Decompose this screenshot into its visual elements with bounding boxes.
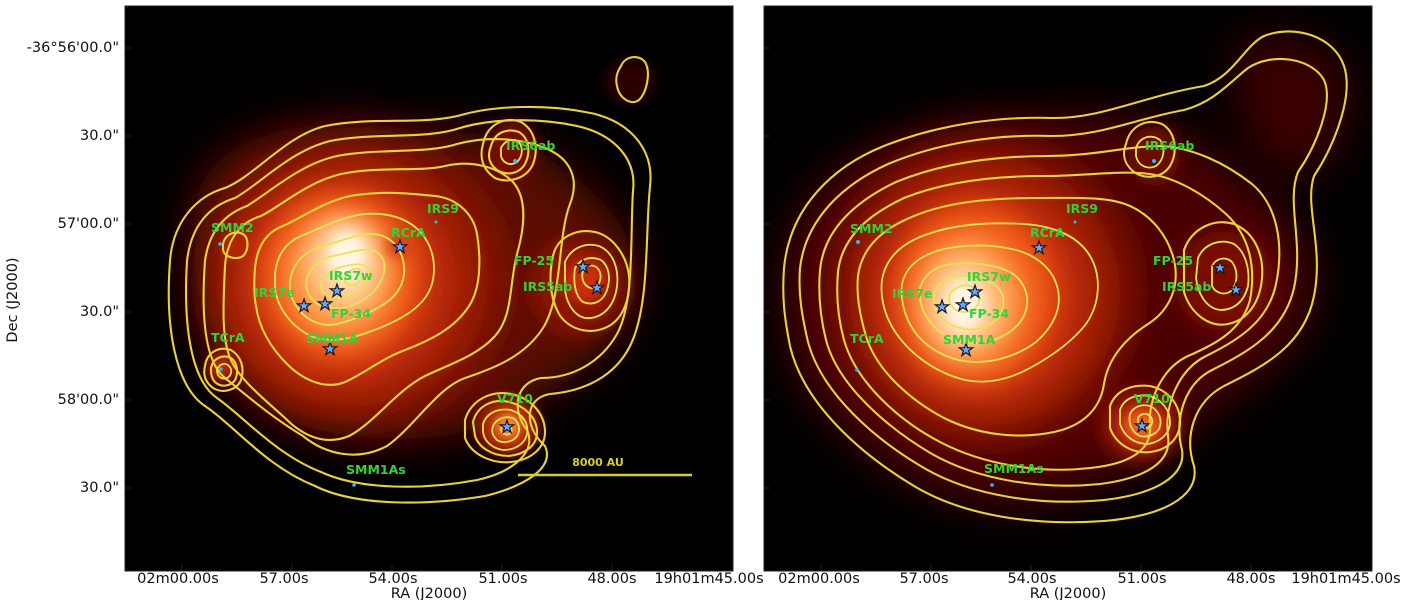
source-labels: SMM2 RCrA IRS9 IRS6ab FP-25 IRS5ab IRS7w… [850, 138, 1211, 476]
y-tick-label: -36°56'00.0" [27, 40, 119, 56]
source-label-rcra: RCrA [1030, 225, 1065, 240]
y-tick-labels: -36°56'00.0" 30.0" 57'00.0" 30.0" 58'00.… [27, 40, 119, 496]
source-star-rcra [391, 238, 409, 255]
source-label-fp25: FP-25 [514, 253, 554, 268]
y-tick-label: 57'00.0" [58, 216, 119, 232]
source-dot-irs6ab [1152, 159, 1156, 163]
source-dot-smm1as [990, 483, 994, 487]
source-star-irs5ab [588, 279, 606, 296]
x-tick-labels-right: 02m00.00s 57.00s 54.00s 51.00s 48.00s 19… [778, 571, 1400, 587]
source-star-v710 [1133, 417, 1151, 434]
source-dot-irs9 [434, 220, 438, 224]
x-tick-label: 48.00s [587, 571, 636, 587]
source-markers [218, 159, 606, 487]
contour-lines [167, 56, 652, 504]
x-tick-label: 57.00s [259, 571, 308, 587]
source-star-irs7e [933, 298, 951, 315]
source-star-fp34 [316, 295, 334, 312]
right-axis-ticks [764, 47, 1252, 571]
source-label-irs7w: IRS7w [967, 269, 1011, 284]
source-star-irs7w [966, 283, 984, 300]
x-tick-label: 19h01m45.00s [654, 571, 763, 587]
source-label-fp34: FP-34 [331, 306, 371, 321]
left-panel: 8000 AU SMM2 RCrA [124, 5, 734, 572]
source-dot-irs6ab [513, 159, 517, 163]
y-tick-label: 30.0" [80, 304, 119, 320]
source-label-smm1as: SMM1As [346, 462, 406, 477]
source-label-irs7e: IRS7e [892, 286, 932, 301]
y-tick-label: 30.0" [80, 480, 119, 496]
source-label-tcra: TCrA [850, 331, 884, 346]
source-label-rcra: RCrA [391, 225, 426, 240]
source-label-fp34: FP-34 [969, 306, 1009, 321]
source-label-tcra: TCrA [211, 330, 245, 345]
source-star-fp25 [1211, 259, 1229, 276]
source-dot-irs9 [1073, 220, 1077, 224]
x-tick-label: 02m00.00s [137, 571, 219, 587]
source-label-smm2: SMM2 [850, 221, 893, 236]
emission-map [193, 59, 656, 456]
source-star-smm1a [957, 341, 975, 358]
source-label-v710: V710 [497, 391, 533, 406]
source-label-irs5ab: IRS5ab [523, 279, 572, 294]
source-star-smm1a [321, 340, 339, 357]
source-label-irs7e: IRS7e [254, 285, 294, 300]
source-markers [855, 159, 1245, 487]
scale-bar: 8000 AU [518, 456, 692, 477]
source-label-v710: V710 [1134, 391, 1170, 406]
source-dot-smm2 [856, 240, 860, 244]
source-star-irs7w [328, 282, 346, 299]
source-label-irs5ab: IRS5ab [1162, 279, 1211, 294]
x-axis-title-right: RA (J2000) [1030, 586, 1107, 600]
y-axis-title: Dec (J2000) [5, 257, 21, 342]
y-tick-label: 30.0" [80, 128, 119, 144]
source-label-irs6ab: IRS6ab [506, 138, 555, 153]
scale-bar-label: 8000 AU [572, 456, 624, 469]
source-label-smm1as: SMM1As [984, 461, 1044, 476]
x-tick-label: 02m00.00s [778, 571, 860, 587]
source-dot-smm1as [352, 483, 356, 487]
source-star-v710 [498, 418, 516, 435]
right-panel: SMM2 RCrA IRS9 IRS6ab FP-25 IRS5ab IRS7w… [763, 5, 1373, 572]
source-label-irs9: IRS9 [1066, 201, 1098, 216]
source-star-rcra [1030, 239, 1048, 256]
x-axis-title-left: RA (J2000) [391, 586, 468, 600]
x-tick-labels-left: 02m00.00s 57.00s 54.00s 51.00s 48.00s 19… [137, 571, 763, 587]
source-star-irs5ab [1227, 281, 1245, 298]
source-dot-smm2 [218, 242, 222, 246]
source-star-irs7e [295, 297, 313, 314]
source-label-smm1a: SMM1A [306, 331, 359, 346]
source-label-fp25: FP-25 [1153, 253, 1193, 268]
x-tick-label: 51.00s [1117, 571, 1166, 587]
contour-lines [782, 30, 1348, 524]
source-label-smm2: SMM2 [211, 220, 254, 235]
x-tick-label: 48.00s [1226, 571, 1275, 587]
source-label-smm1a: SMM1A [943, 332, 996, 347]
x-tick-label: 54.00s [1007, 571, 1056, 587]
source-star-fp25 [574, 258, 592, 275]
x-tick-label: 57.00s [899, 571, 948, 587]
x-tick-label: 51.00s [478, 571, 527, 587]
x-tick-label: 54.00s [368, 571, 417, 587]
y-tick-label: 58'00.0" [58, 392, 119, 408]
source-labels: SMM2 RCrA IRS9 IRS6ab FP-25 IRS5ab IRS7w… [211, 138, 572, 477]
source-label-irs9: IRS9 [427, 201, 459, 216]
source-dot-tcra [219, 367, 223, 371]
source-dot-tcra [855, 368, 859, 372]
left-axis-ticks [125, 47, 613, 571]
source-label-irs6ab: IRS6ab [1145, 138, 1194, 153]
source-label-irs7w: IRS7w [329, 268, 373, 283]
source-star-fp34 [954, 296, 972, 313]
x-tick-label: 19h01m45.00s [1291, 571, 1400, 587]
